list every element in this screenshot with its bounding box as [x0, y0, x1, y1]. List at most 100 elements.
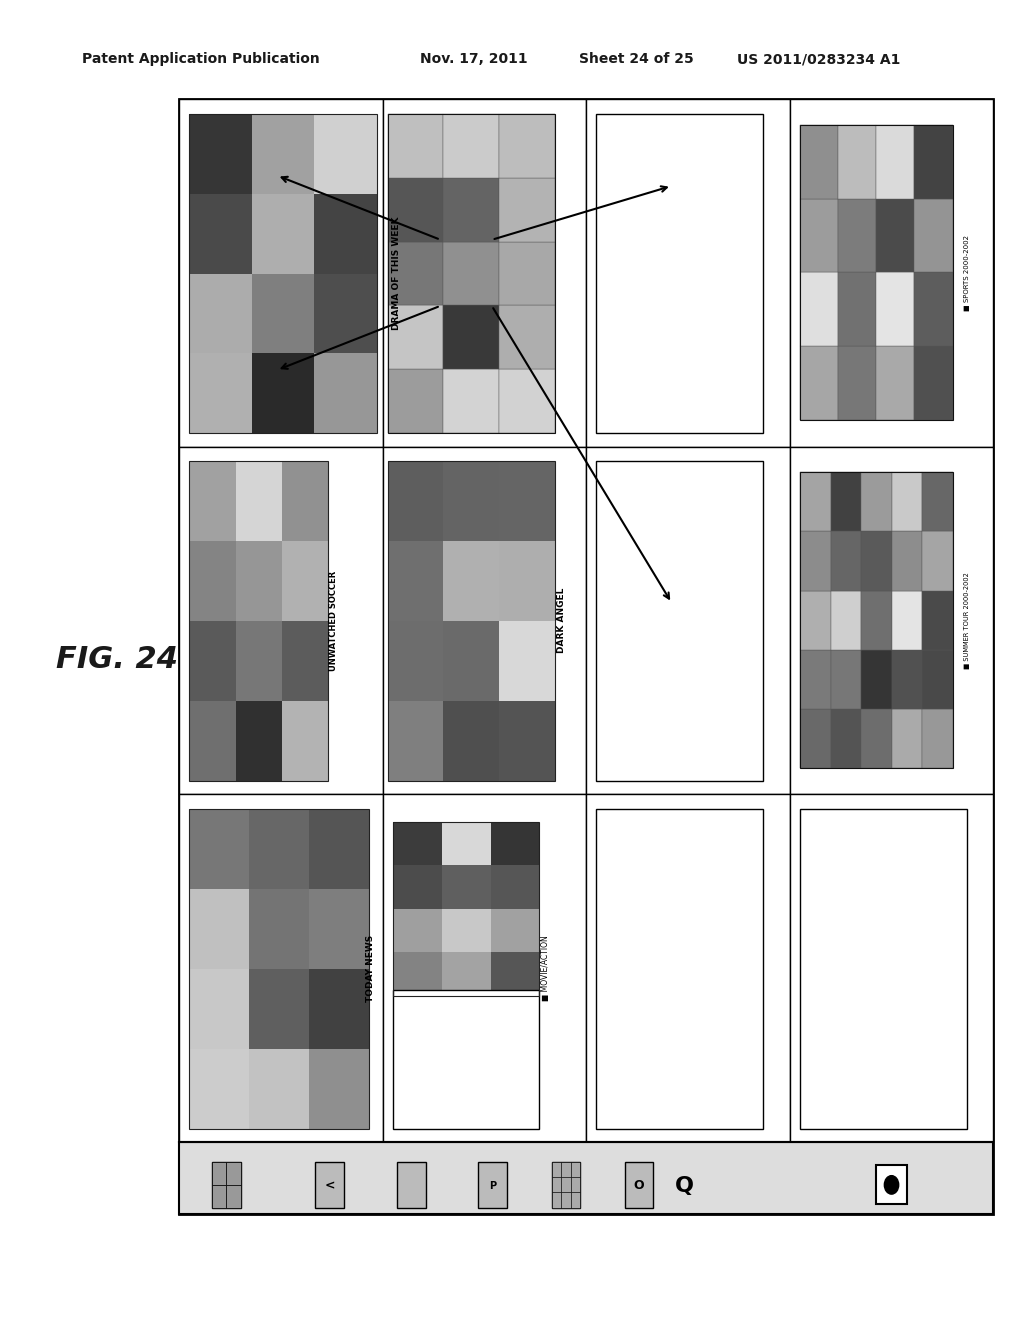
Circle shape	[885, 1176, 899, 1195]
Bar	[892, 473, 923, 532]
Bar	[314, 114, 377, 194]
Bar	[800, 532, 830, 590]
Bar	[892, 649, 923, 709]
Bar	[830, 649, 861, 709]
Bar	[800, 473, 952, 768]
Bar	[388, 622, 443, 701]
Bar	[309, 809, 369, 888]
Bar	[393, 990, 540, 1129]
Bar	[892, 532, 923, 590]
Bar	[189, 622, 236, 701]
Bar	[861, 709, 892, 768]
Bar	[877, 198, 914, 272]
Bar	[441, 952, 490, 995]
Bar	[790, 446, 993, 795]
Bar	[388, 114, 443, 178]
Bar	[922, 532, 952, 590]
Bar	[397, 1162, 426, 1208]
Bar	[388, 370, 443, 433]
Bar	[383, 446, 586, 795]
Text: ■ MOVIE/ACTION: ■ MOVIE/ACTION	[541, 935, 550, 1001]
Bar	[388, 701, 443, 781]
Text: FIG. 24: FIG. 24	[56, 645, 178, 675]
Bar	[189, 541, 236, 622]
Bar	[552, 1162, 581, 1208]
Bar	[800, 272, 839, 346]
Bar	[249, 888, 309, 969]
Bar	[189, 114, 377, 433]
Bar	[189, 354, 252, 433]
Text: ■ SPORTS 2000-2002: ■ SPORTS 2000-2002	[964, 235, 970, 310]
Bar	[861, 649, 892, 709]
Bar	[839, 346, 877, 420]
Bar	[282, 461, 328, 541]
Bar	[922, 649, 952, 709]
Bar	[236, 541, 282, 622]
Bar	[800, 809, 967, 1129]
Bar	[443, 461, 499, 541]
Bar	[309, 969, 369, 1048]
Bar	[314, 354, 377, 433]
Bar	[282, 622, 328, 701]
Bar	[561, 1192, 570, 1208]
Bar	[490, 822, 540, 866]
Bar	[443, 622, 499, 701]
Bar	[189, 194, 252, 273]
Bar	[490, 866, 540, 909]
Bar	[596, 114, 763, 433]
Bar	[388, 461, 443, 541]
Bar	[249, 1048, 309, 1129]
Bar	[596, 461, 763, 781]
Bar	[877, 272, 914, 346]
Bar	[252, 114, 314, 194]
Bar	[393, 822, 540, 995]
Bar	[478, 1162, 507, 1208]
Bar	[800, 346, 839, 420]
Bar	[800, 473, 830, 532]
Text: DRAMA OF THIS WEEK: DRAMA OF THIS WEEK	[391, 216, 400, 330]
Text: ■ SUMMER TOUR 2000-2002: ■ SUMMER TOUR 2000-2002	[964, 572, 970, 669]
Bar	[249, 809, 309, 888]
Bar	[914, 346, 952, 420]
Text: P: P	[489, 1180, 497, 1191]
Text: Patent Application Publication: Patent Application Publication	[82, 53, 319, 66]
Bar	[922, 709, 952, 768]
Bar	[388, 541, 443, 622]
Bar	[877, 125, 914, 198]
Bar	[892, 709, 923, 768]
Bar	[212, 1162, 226, 1185]
Bar	[189, 461, 328, 781]
Bar	[282, 541, 328, 622]
Bar	[861, 590, 892, 649]
Bar	[499, 305, 555, 370]
Text: Q: Q	[675, 1176, 693, 1196]
Bar	[315, 1162, 344, 1208]
Bar	[179, 99, 383, 446]
Bar	[282, 701, 328, 781]
Bar	[388, 461, 555, 781]
Text: Nov. 17, 2011: Nov. 17, 2011	[420, 53, 527, 66]
Text: O: O	[634, 1179, 644, 1192]
Text: DARK ANGEL: DARK ANGEL	[557, 587, 566, 653]
Bar	[393, 909, 441, 952]
Bar	[499, 701, 555, 781]
Bar	[914, 198, 952, 272]
Bar	[499, 622, 555, 701]
Bar	[252, 354, 314, 433]
Bar	[922, 590, 952, 649]
Bar	[499, 242, 555, 305]
Bar	[443, 541, 499, 622]
Bar	[189, 809, 369, 1129]
Bar	[914, 125, 952, 198]
Bar	[922, 473, 952, 532]
Bar	[839, 272, 877, 346]
Bar	[252, 273, 314, 354]
Bar	[552, 1177, 561, 1192]
Bar	[189, 888, 249, 969]
Bar	[212, 1185, 226, 1208]
Bar	[830, 590, 861, 649]
Bar	[309, 1048, 369, 1129]
Bar	[839, 198, 877, 272]
Bar	[596, 809, 763, 1129]
Bar	[441, 909, 490, 952]
